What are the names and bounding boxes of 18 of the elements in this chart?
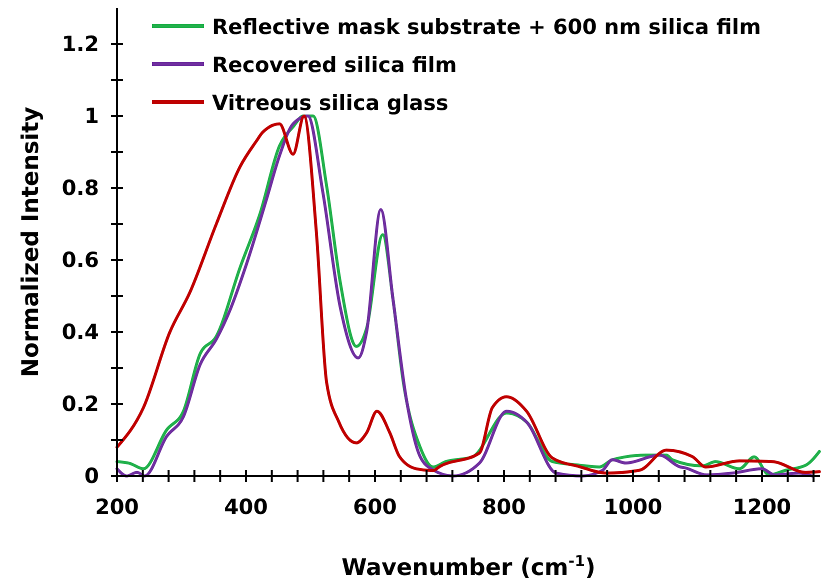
y-axis-title: Normalized Intensity [18,106,44,378]
x-tick-label: 600 [353,495,397,519]
y-tick-label: 0.6 [62,248,99,272]
y-tick-label: 1 [84,104,99,128]
y-tick-label: 0.4 [62,320,99,344]
x-tick-label: 400 [224,495,268,519]
x-tick-label: 800 [482,495,526,519]
x-tick-label: 1000 [604,495,662,519]
legend-label: Recovered silica film [212,53,457,77]
y-tick-label: 0.2 [62,392,99,416]
x-tick-label: 200 [95,495,139,519]
y-tick-label: 1.2 [62,32,99,56]
x-tick-label: 1200 [732,495,792,519]
x-axis-title: Wavenumber (cm$^{-1}$) [341,552,596,581]
y-tick-label: 0 [84,464,99,488]
legend-label: Reflective mask substrate + 600 nm silica film [212,15,761,39]
y-tick-label: 0.8 [62,176,99,200]
legend-label: Vitreous silica glass [212,91,448,115]
